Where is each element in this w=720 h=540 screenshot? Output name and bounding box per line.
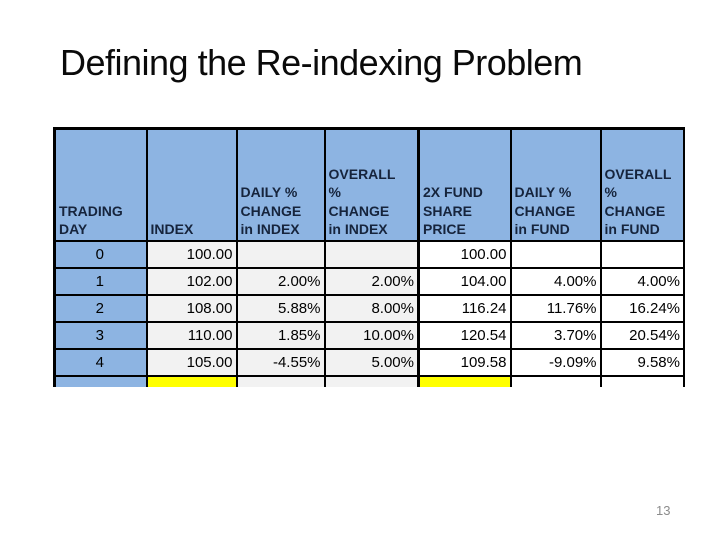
daily-index-cell: 1.85% (235, 320, 326, 350)
daily-index-cell: -4.55% (235, 347, 326, 377)
overall-fund-cell: 9.58% (599, 347, 685, 377)
daily-index-cell: 2.00% (235, 266, 326, 296)
day-cell: 4 (53, 347, 148, 377)
fund-price-cell: 116.24 (417, 293, 512, 323)
daily-fund-cell (509, 239, 602, 269)
overall-index-cell: 8.00% (323, 293, 420, 323)
daily-fund-cell: 11.76% (509, 293, 602, 323)
overall-fund-cell: 20.54% (599, 320, 685, 350)
table-clip-region: TRADING DAY INDEX DAILY % CHANGE in INDE… (53, 127, 685, 387)
index-cell: 105.00 (145, 347, 238, 377)
daily-fund-cell: 4.00% (509, 266, 602, 296)
daily-fund-cell: -9.09% (509, 347, 602, 377)
header-trading-day: TRADING DAY (53, 127, 148, 242)
overall-index-cell (323, 374, 420, 387)
index-cell: 100.00 (145, 239, 238, 269)
table-row: 1 102.00 2.00% 2.00% 104.00 4.00% 4.00% (53, 266, 685, 296)
index-cell: 110.00 (145, 320, 238, 350)
page-number: 13 (656, 503, 671, 518)
header-daily-index-change: DAILY % CHANGE in INDEX (235, 127, 326, 242)
day-cell: 0 (53, 239, 148, 269)
fund-price-cell: 120.54 (417, 320, 512, 350)
table-row: 0 100.00 100.00 (53, 239, 685, 269)
daily-index-cell: 5.88% (235, 293, 326, 323)
index-cell-highlighted (145, 374, 238, 387)
fund-price-cell-highlighted (417, 374, 512, 387)
index-cell: 102.00 (145, 266, 238, 296)
daily-fund-cell: 3.70% (509, 320, 602, 350)
table-header-row: TRADING DAY INDEX DAILY % CHANGE in INDE… (53, 127, 685, 242)
overall-index-cell: 10.00% (323, 320, 420, 350)
overall-index-cell (323, 239, 420, 269)
overall-fund-cell (599, 374, 685, 387)
daily-index-cell (235, 239, 326, 269)
overall-index-cell: 2.00% (323, 266, 420, 296)
header-daily-fund-change: DAILY % CHANGE in FUND (509, 127, 602, 242)
day-cell: 3 (53, 320, 148, 350)
daily-index-cell (235, 374, 326, 387)
header-fund-share-price: 2X FUND SHARE PRICE (417, 127, 512, 242)
fund-price-cell: 109.58 (417, 347, 512, 377)
day-cell (53, 374, 148, 387)
overall-fund-cell (599, 239, 685, 269)
table-row: 3 110.00 1.85% 10.00% 120.54 3.70% 20.54… (53, 320, 685, 350)
day-cell: 1 (53, 266, 148, 296)
table-row: 4 105.00 -4.55% 5.00% 109.58 -9.09% 9.58… (53, 347, 685, 377)
fund-price-cell: 104.00 (417, 266, 512, 296)
header-overall-index-change: OVERALL % CHANGE in INDEX (323, 127, 420, 242)
slide-title: Defining the Re-indexing Problem (60, 42, 583, 83)
clipped-partial-row (53, 374, 685, 387)
overall-index-cell: 5.00% (323, 347, 420, 377)
index-cell: 108.00 (145, 293, 238, 323)
header-overall-fund-change: OVERALL % CHANGE in FUND (599, 127, 685, 242)
daily-fund-cell (509, 374, 602, 387)
reindexing-table: TRADING DAY INDEX DAILY % CHANGE in INDE… (53, 127, 685, 387)
day-cell: 2 (53, 293, 148, 323)
overall-fund-cell: 16.24% (599, 293, 685, 323)
table-row: 2 108.00 5.88% 8.00% 116.24 11.76% 16.24… (53, 293, 685, 323)
fund-price-cell: 100.00 (417, 239, 512, 269)
header-index: INDEX (145, 127, 238, 242)
overall-fund-cell: 4.00% (599, 266, 685, 296)
